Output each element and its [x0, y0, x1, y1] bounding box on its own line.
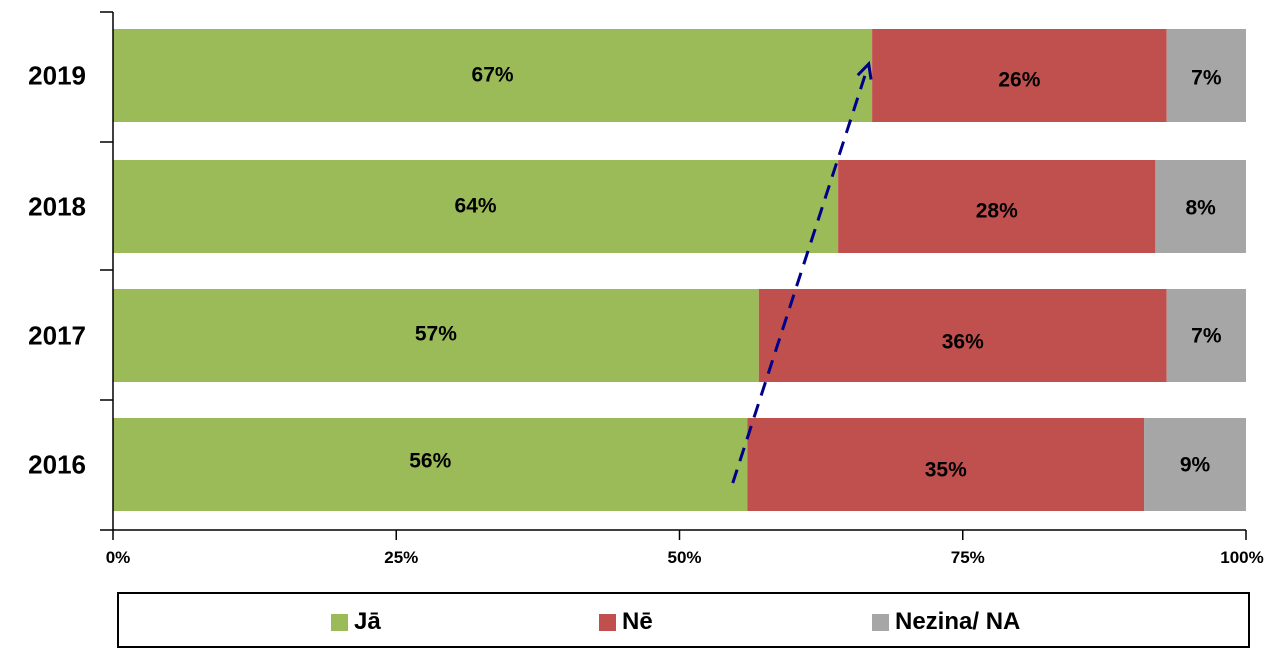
data-label-2017-series-0: 57%: [415, 323, 457, 346]
legend-item-nezina: Nezina/ NA: [872, 608, 1020, 636]
data-label-2019-series-2: 7%: [1191, 67, 1222, 90]
bar-2017-series-1: [758, 289, 1167, 382]
bars-layer: [113, 29, 1246, 511]
bar-2017-series-0: [113, 289, 759, 382]
bar-2019-series-0: [113, 29, 873, 122]
data-label-2016-series-0: 56%: [409, 450, 451, 473]
legend-label-ja: Jā: [354, 608, 381, 635]
data-label-2017-series-2: 7%: [1191, 325, 1222, 348]
category-label-2018: 2018: [28, 192, 86, 222]
data-label-2019-series-0: 67%: [472, 64, 514, 87]
x-tick-label-1: 25%: [384, 548, 418, 567]
stacked-bar-chart: 67% 26% 7%64% 28% 8%57% 36% 7%56% 35% 9% 2019201…: [28, 11, 1264, 567]
bar-2016-series-0: [113, 418, 748, 511]
data-label-2019-series-1: 26%: [998, 69, 1040, 92]
category-label-2017: 2017: [28, 321, 86, 351]
category-label-2016: 2016: [28, 450, 86, 480]
axes-layer: 2019 2018 2017 2016 0% 25% 50% 75% 100%: [28, 11, 1264, 567]
x-tick-label-0: 0%: [106, 548, 131, 567]
arrow-shaft: [731, 63, 871, 484]
x-tick-label-4: 100%: [1220, 548, 1263, 567]
bar-2017-series-2: [1166, 289, 1246, 382]
data-label-2017-series-1: 36%: [942, 331, 984, 354]
x-tick-label-3: 75%: [951, 548, 985, 567]
data-label-2018-series-0: 64%: [455, 195, 497, 218]
arrow-head: [856, 60, 873, 80]
legend-swatch-ne: [599, 613, 616, 631]
data-label-2018-series-2: 8%: [1186, 197, 1217, 220]
legend-swatch-ja: [331, 613, 348, 631]
bar-2018-series-2: [1155, 160, 1246, 253]
legend-label-nezina: Nezina/ NA: [895, 608, 1021, 635]
legend: Jā Nē Nezina/ NA: [117, 592, 1250, 648]
data-label-2016-series-1: 35%: [925, 459, 967, 482]
bar-2019-series-1: [872, 29, 1167, 122]
bar-2016-series-1: [747, 418, 1145, 511]
trend-arrow: [731, 60, 873, 484]
x-tick-label-2: 50%: [667, 548, 701, 567]
bar-2018-series-1: [838, 160, 1156, 253]
data-label-2018-series-1: 28%: [976, 200, 1018, 223]
category-label-2019: 2019: [28, 61, 86, 91]
bar-2016-series-2: [1144, 418, 1246, 511]
legend-swatch-nezina: [872, 613, 889, 631]
legend-item-ne: Nē: [599, 608, 653, 636]
legend-item-ja: Jā: [331, 608, 381, 636]
legend-label-ne: Nē: [622, 608, 653, 635]
bar-2019-series-2: [1166, 29, 1246, 122]
data-labels-layer: 67% 26% 7% 64% 28% 8% 57% 36% 7% 56% 35% 9%: [409, 64, 1222, 482]
bar-2018-series-0: [113, 160, 839, 253]
data-label-2016-series-2: 9%: [1180, 454, 1211, 477]
